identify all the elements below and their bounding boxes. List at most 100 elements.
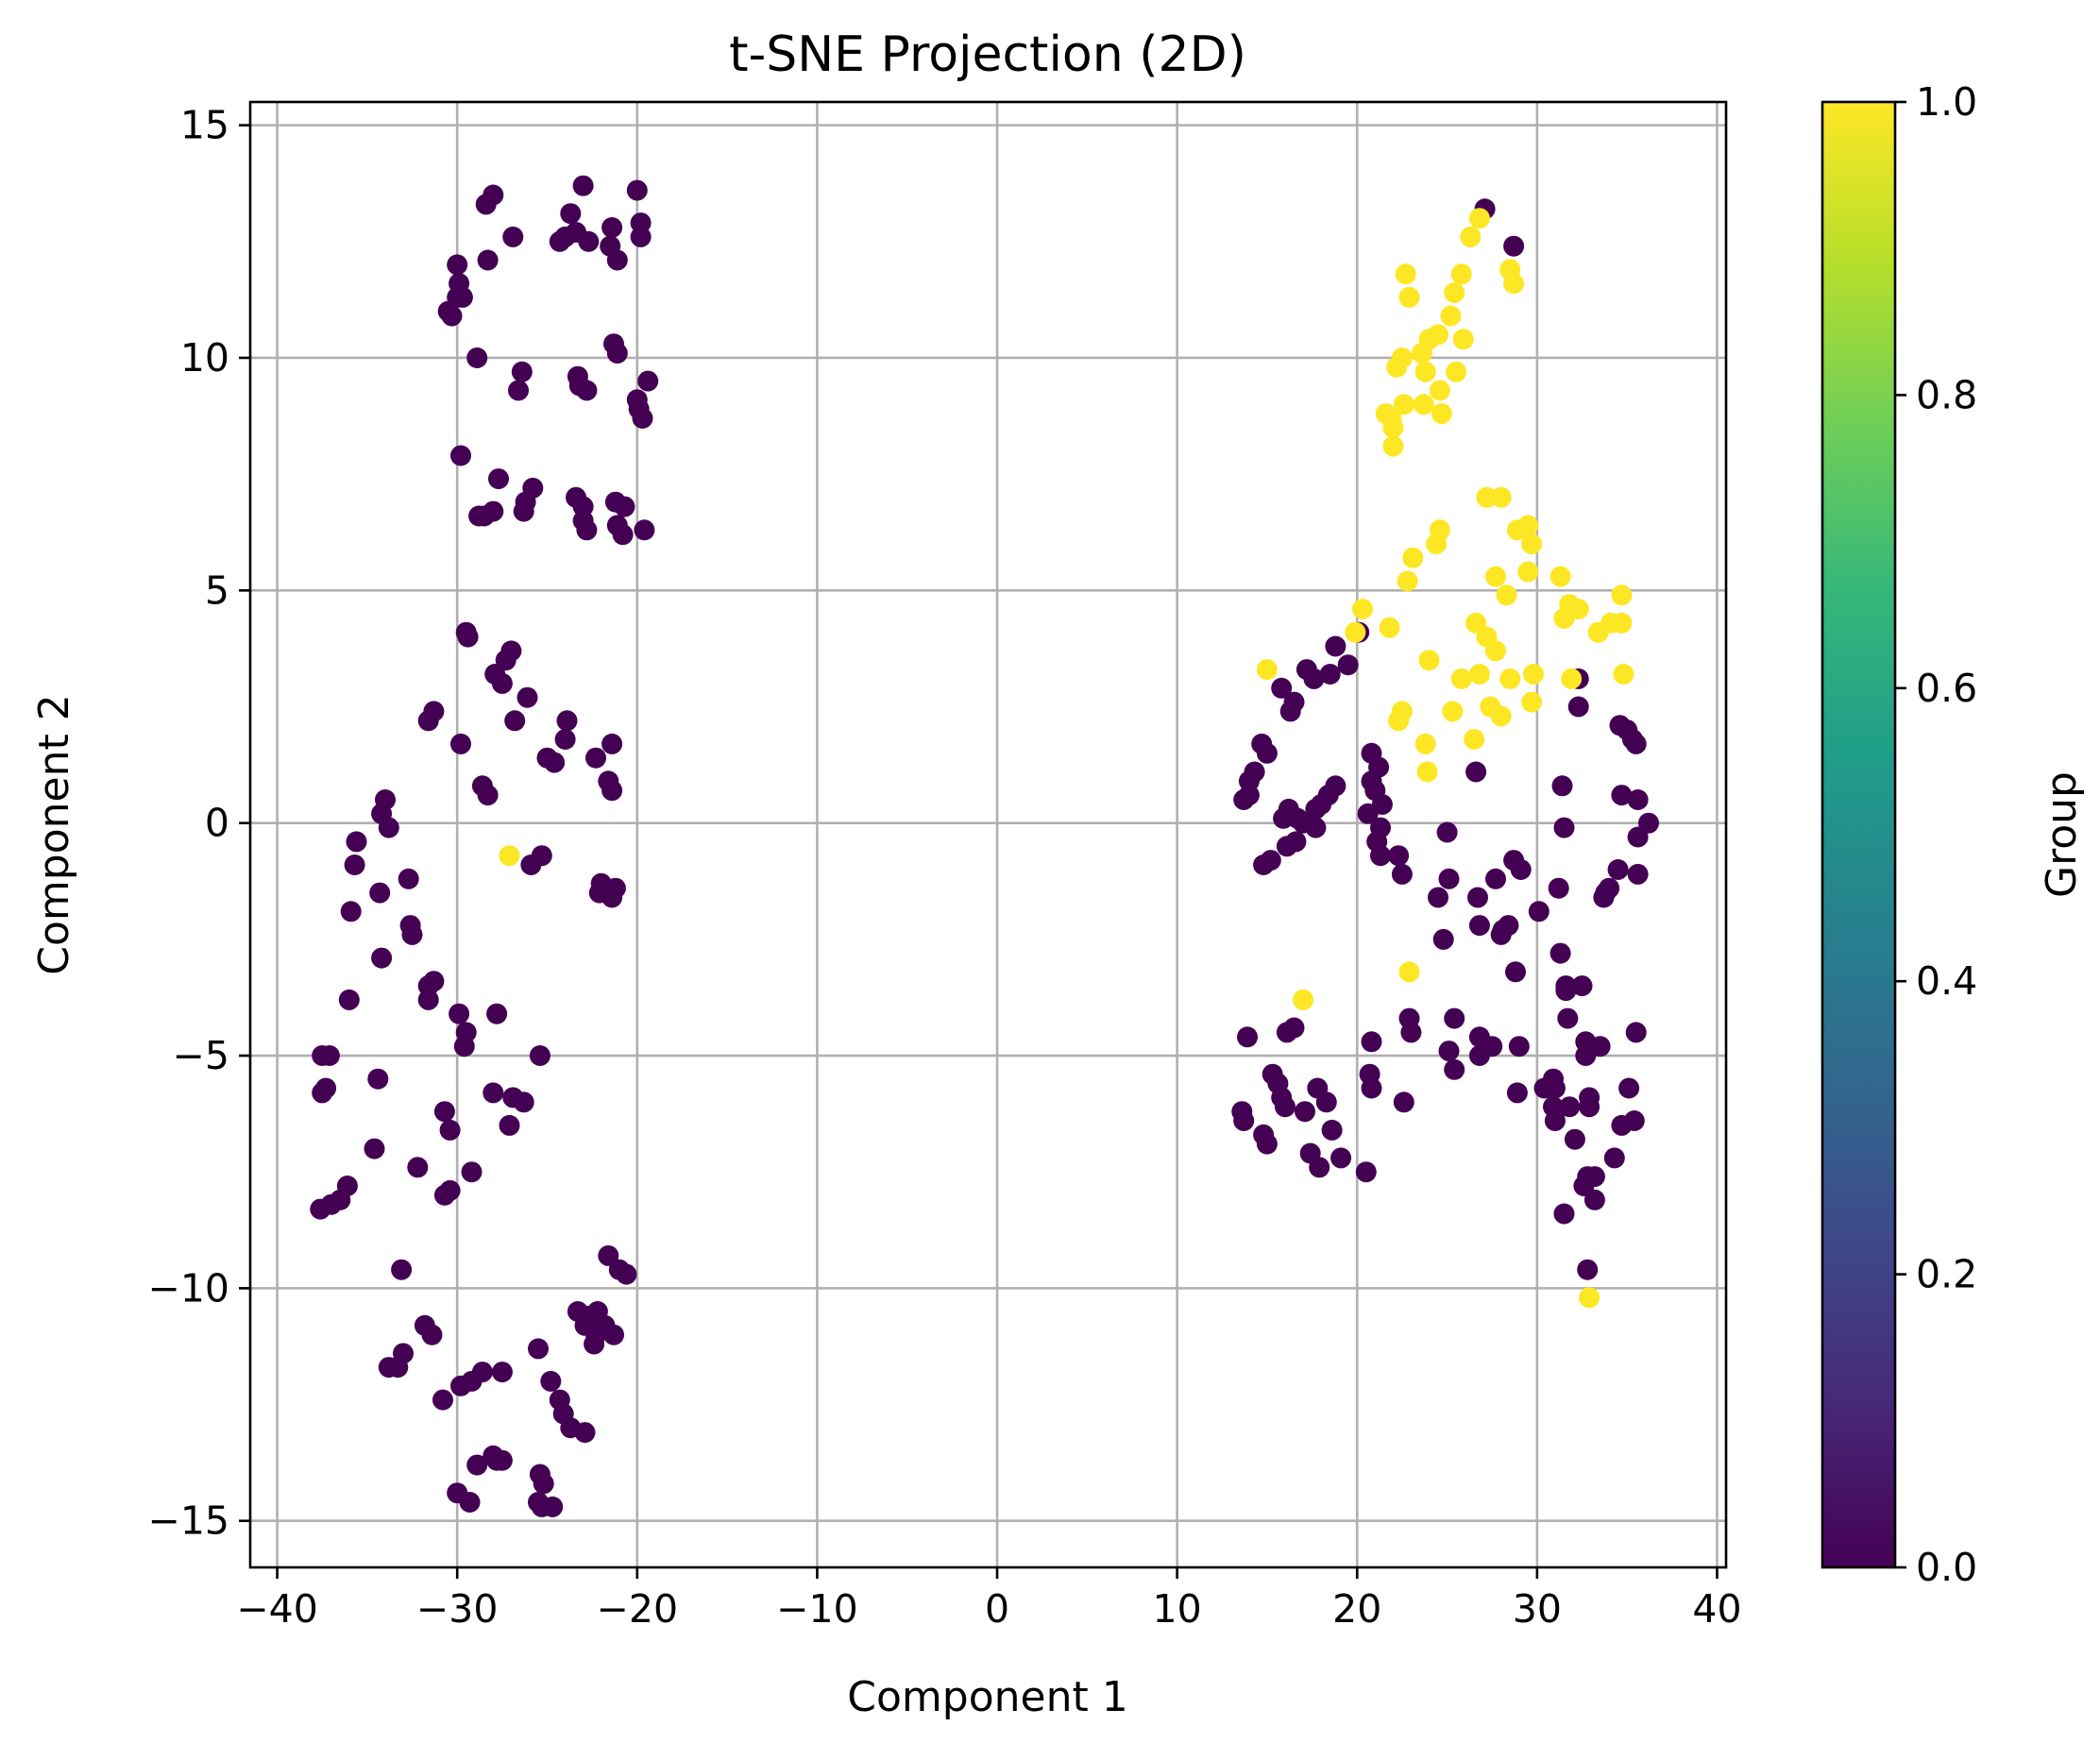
colorbar-tick-label: 0.2 [1916, 1252, 1977, 1297]
x-tick-label: −10 [776, 1586, 858, 1632]
scatter-point-group-0 [1438, 868, 1460, 889]
scatter-point-group-0 [1485, 868, 1506, 889]
scatter-point-group-0 [407, 1157, 429, 1178]
scatter-point-group-0 [441, 305, 463, 327]
scatter-point-group-0 [601, 733, 623, 754]
scatter-point-group-0 [477, 249, 499, 271]
scatter-point-group-1 [1446, 361, 1467, 382]
colorbar-frame [1821, 100, 1897, 1569]
x-tick-label: 10 [1153, 1586, 1202, 1632]
scatter-point-group-0 [495, 650, 517, 671]
scatter-point-group-1 [1517, 561, 1539, 583]
x-axis-ticks: −40 −30 −20 −10 0 10 20 30 40 [236, 1567, 1742, 1632]
scatter-point-group-0 [483, 1082, 504, 1104]
scatter-point-group-0 [491, 1362, 513, 1383]
x-tick-label: 20 [1332, 1586, 1381, 1632]
scatter-point-group-0 [1503, 235, 1525, 257]
scatter-point-group-0 [1623, 1110, 1645, 1131]
grid-lines [250, 102, 1726, 1567]
x-tick-label: 40 [1692, 1586, 1741, 1632]
scatter-point-group-0 [450, 445, 471, 466]
colorbar: 0.0 0.2 0.4 0.6 0.8 1.0 Group [1821, 79, 2086, 1590]
scatter-point-group-0 [371, 947, 393, 969]
scatter-point-group-0 [616, 1263, 637, 1285]
scatter-point-group-0 [364, 1138, 385, 1159]
scatter-point-group-0 [491, 672, 513, 694]
scatter-point-group-0 [391, 1259, 413, 1280]
scatter-point-group-0 [598, 1244, 619, 1266]
y-tick-label: −10 [147, 1265, 229, 1311]
scatter-point-group-1 [1444, 282, 1465, 303]
scatter-point-group-0 [1607, 859, 1629, 880]
scatter-point-group-0 [578, 230, 600, 252]
scatter-point-group-1 [1490, 486, 1512, 508]
scatter-point-group-0 [312, 1082, 333, 1104]
scatter-point-group-1 [1429, 519, 1450, 541]
scatter-point-group-1 [1517, 515, 1539, 536]
y-tick-label: 0 [205, 801, 229, 846]
scatter-point-group-0 [1548, 877, 1569, 899]
scatter-point-group-1 [1388, 710, 1410, 732]
scatter-point-group-0 [1559, 1096, 1581, 1118]
colorbar-tick-label: 0.4 [1916, 958, 1977, 1004]
scatter-point-group-0 [554, 729, 576, 750]
scatter-point-group-0 [1233, 789, 1255, 810]
scatter-point-group-0 [542, 1496, 564, 1517]
scatter-point-group-0 [1611, 785, 1633, 806]
scatter-point-group-0 [340, 901, 362, 922]
scatter-point-group-1 [1450, 263, 1472, 285]
scatter-point-group-0 [1355, 1161, 1377, 1183]
scatter-point-group-1 [1468, 208, 1490, 229]
scatter-point-group-1 [1521, 691, 1543, 713]
scatter-point-group-1 [1379, 617, 1400, 638]
scatter-point-group-0 [544, 752, 566, 773]
scatter-point-group-0 [1564, 1128, 1585, 1150]
scatter-point-group-0 [457, 626, 479, 648]
scatter-point-group-0 [634, 519, 655, 541]
scatter-point-group-0 [1279, 701, 1301, 722]
scatter-point-group-0 [369, 882, 391, 904]
scatter-point-group-0 [1361, 1031, 1382, 1053]
scatter-point-group-0 [601, 780, 623, 802]
y-tick-label: 5 [205, 567, 229, 613]
scatter-point-group-0 [1432, 928, 1454, 950]
scatter-point-group-0 [1285, 831, 1307, 853]
scatter-point-group-1 [1587, 621, 1609, 643]
scatter-point-group-0 [612, 524, 634, 546]
scatter-point-group-1 [1375, 403, 1397, 425]
scatter-point-group-0 [513, 1091, 534, 1113]
scatter-point-group-0 [1551, 775, 1573, 797]
x-tick-label: 0 [985, 1586, 1009, 1632]
scatter-point-group-0 [473, 505, 495, 527]
scatter-point-group-0 [601, 217, 623, 238]
scatter-point-group-0 [517, 686, 538, 708]
scatter-point-group-1 [1429, 380, 1450, 401]
scatter-point-group-0 [1505, 961, 1526, 983]
scatter-point-group-0 [528, 1338, 549, 1360]
scatter-point-group-0 [1315, 1091, 1337, 1113]
scatter-point-group-0 [433, 1101, 455, 1123]
scatter-point-group-0 [461, 1161, 483, 1183]
scatter-point-group-0 [520, 855, 542, 875]
plot-frame [248, 100, 1728, 1569]
scatter-point-group-1 [1416, 761, 1438, 783]
scatter-point-group-0 [450, 1375, 471, 1396]
scatter-point-group-0 [1553, 817, 1575, 838]
scatter-point-group-0 [574, 1422, 596, 1444]
scatter-point-group-0 [1325, 635, 1346, 657]
scatter-point-group-0 [508, 380, 529, 401]
scatter-point-group-1 [1450, 668, 1472, 689]
scatter-point-group-0 [560, 203, 582, 225]
scatter-point-group-0 [614, 496, 635, 517]
scatter-point-group-0 [1618, 1077, 1640, 1099]
scatter-point-group-0 [1237, 1026, 1258, 1048]
scatter-point-group-1 [1464, 729, 1485, 750]
colorbar-gradient [1822, 102, 1895, 1567]
scatter-point-group-0 [1508, 1036, 1530, 1058]
scatter-point-group-0 [1465, 761, 1487, 783]
colorbar-tick-label: 0.6 [1916, 666, 1977, 711]
scatter-point-group-0 [1557, 1007, 1579, 1029]
scatter-point-group-0 [606, 249, 628, 271]
scatter-point-group-1 [1414, 733, 1436, 754]
scatter-point-group-1 [1613, 664, 1634, 685]
